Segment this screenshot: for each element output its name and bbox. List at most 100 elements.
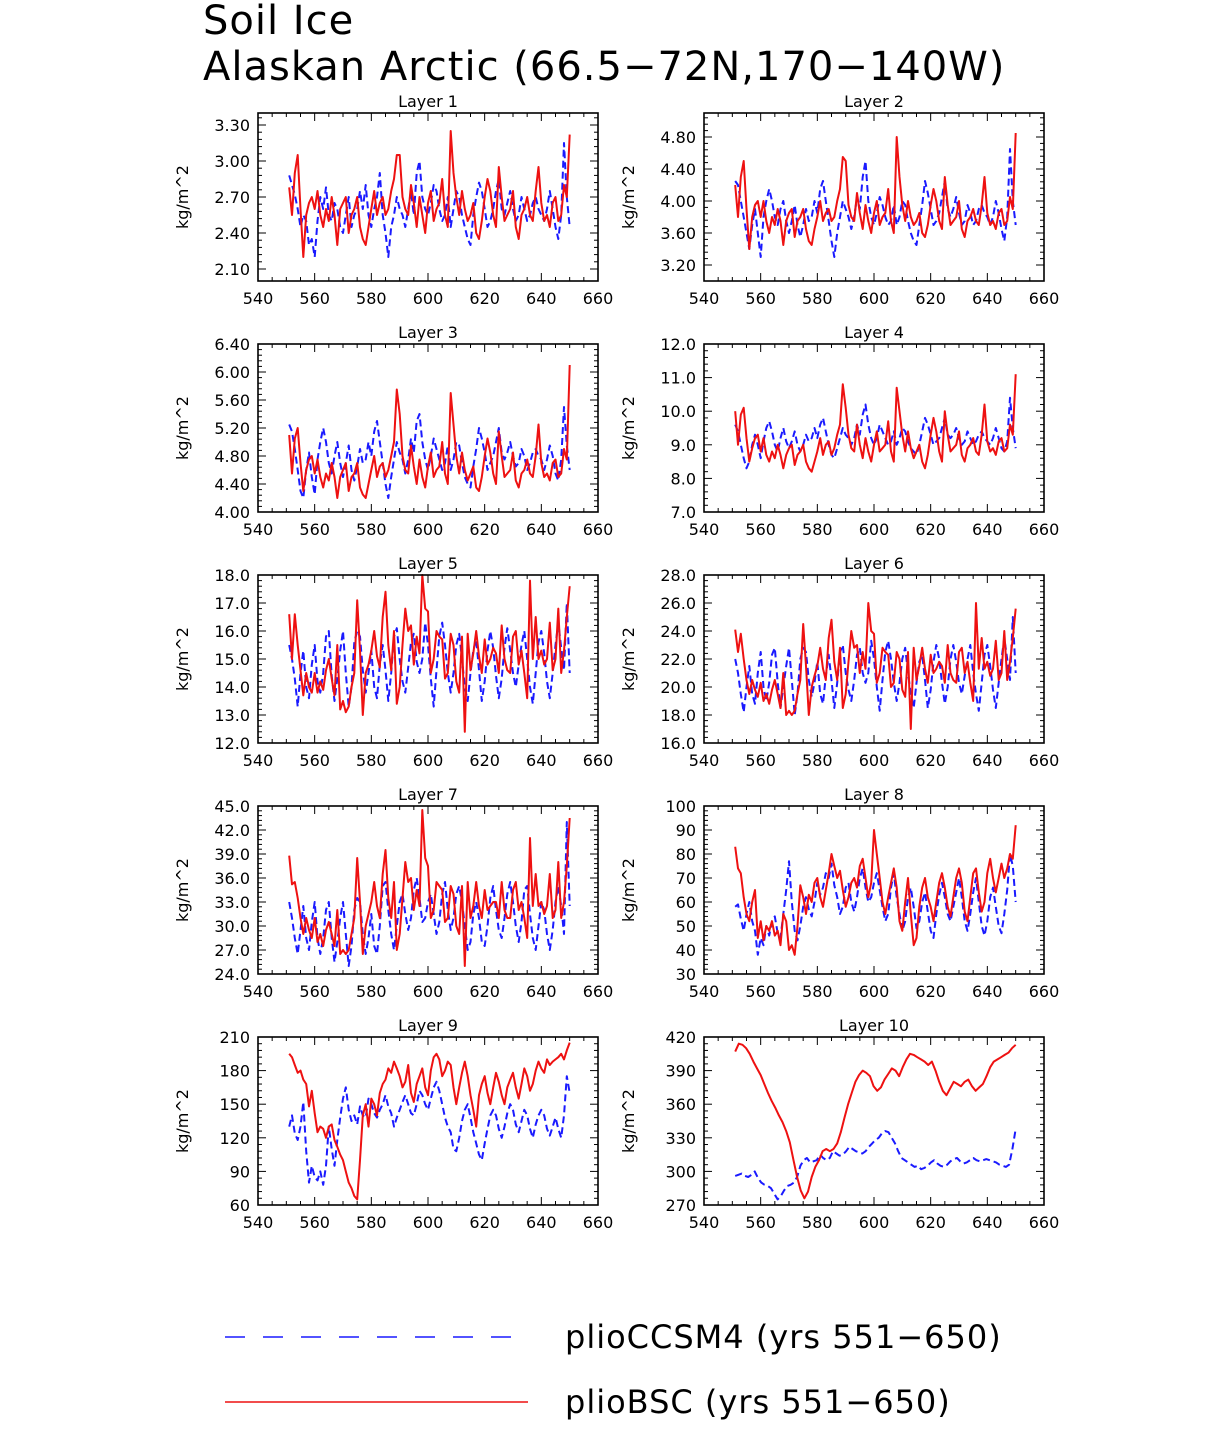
x-tick-label: 580 [356, 982, 387, 1001]
x-tick-label: 640 [972, 289, 1003, 308]
x-tick-label: 660 [583, 289, 614, 308]
y-tick-label: 28.0 [660, 566, 696, 585]
y-tick-label: 6.00 [214, 363, 250, 382]
y-axis-label: kg/m^2 [173, 1089, 192, 1153]
x-tick-label: 660 [1029, 289, 1060, 308]
x-tick-label: 620 [469, 1213, 500, 1232]
x-tick-label: 600 [859, 982, 890, 1001]
x-tick-label: 600 [413, 289, 444, 308]
y-tick-label: 120 [219, 1129, 250, 1148]
x-tick-label: 640 [526, 289, 557, 308]
panel-layer-1: 540 560 580 600 620 640 660 2.10 2.40 2.70 3.00 3.3… [173, 92, 613, 308]
x-tick-label: 660 [1029, 1213, 1060, 1232]
x-tick-label: 620 [915, 751, 946, 770]
x-tick-label: 580 [802, 751, 833, 770]
series-line-ccsm4 [734, 853, 1017, 956]
y-axis-label: kg/m^2 [619, 396, 638, 460]
x-tick-label: 540 [689, 289, 720, 308]
x-tick-label: 580 [356, 1213, 387, 1232]
y-tick-label: 360 [665, 1095, 696, 1114]
panel-layer-9: 540 560 580 600 620 640 660 60 90 120 150 180 210 Lay… [173, 1016, 613, 1232]
x-tick-label: 560 [299, 520, 330, 539]
y-tick-label: 180 [219, 1062, 250, 1081]
legend: plioCCSM4 (yrs 551−650) plioBSC (yrs 551… [225, 1318, 1002, 1421]
y-tick-label: 9.0 [671, 436, 696, 455]
series-line-ccsm4 [734, 1128, 1017, 1201]
y-tick-label: 16.0 [660, 734, 696, 753]
x-tick-label: 660 [1029, 751, 1060, 770]
y-tick-label: 3.60 [660, 224, 696, 243]
y-tick-label: 3.00 [214, 152, 250, 171]
x-tick-label: 640 [526, 520, 557, 539]
panel-title: Layer 8 [844, 785, 904, 804]
x-tick-label: 620 [915, 982, 946, 1001]
x-tick-label: 560 [299, 982, 330, 1001]
y-tick-label: 330 [665, 1129, 696, 1148]
panel-layer-4: 540 560 580 600 620 640 660 7.0 8.0 9.0 10.0 11.0 12… [619, 323, 1059, 539]
x-tick-label: 620 [915, 520, 946, 539]
y-tick-label: 18.0 [660, 706, 696, 725]
x-tick-label: 640 [972, 982, 1003, 1001]
series-line-bsc [288, 574, 571, 733]
x-tick-label: 660 [1029, 520, 1060, 539]
figure-title-line2: Alaskan Arctic (66.5−72N,170−140W) [203, 44, 1005, 90]
x-tick-label: 600 [413, 751, 444, 770]
y-tick-label: 20.0 [660, 678, 696, 697]
y-tick-label: 36.0 [214, 869, 250, 888]
y-tick-label: 60 [230, 1196, 250, 1215]
y-tick-label: 26.0 [660, 594, 696, 613]
y-tick-label: 45.0 [214, 797, 250, 816]
x-tick-label: 540 [243, 982, 274, 1001]
x-tick-label: 600 [413, 1213, 444, 1232]
y-tick-label: 30 [676, 965, 696, 984]
series-line-bsc [734, 374, 1017, 473]
y-tick-label: 100 [665, 797, 696, 816]
y-axis-label: kg/m^2 [619, 858, 638, 922]
x-tick-label: 640 [972, 520, 1003, 539]
y-tick-label: 3.30 [214, 116, 250, 135]
plot-frame [703, 343, 1045, 513]
panel-layer-10: 540 560 580 600 620 640 660 270 300 330 360 390 420 L… [619, 1016, 1059, 1232]
plot-frame [257, 343, 599, 513]
x-tick-label: 640 [972, 1213, 1003, 1232]
panel-title: Layer 6 [844, 554, 904, 573]
panel-layer-6: 540 560 580 600 620 640 660 16.0 18.0 20.0 22.0 24.… [619, 554, 1059, 770]
plot-frame [257, 112, 599, 282]
panel-title: Layer 5 [398, 554, 458, 573]
panel-layer-3: 540 560 580 600 620 640 660 4.00 4.40 4.80 5.20 5.6… [173, 323, 613, 539]
y-axis-label: kg/m^2 [173, 165, 192, 229]
panel-title: Layer 4 [844, 323, 904, 342]
x-tick-label: 580 [802, 520, 833, 539]
y-tick-label: 33.0 [214, 893, 250, 912]
panel-title: Layer 10 [839, 1016, 909, 1035]
y-tick-label: 5.60 [214, 391, 250, 410]
x-tick-label: 580 [356, 289, 387, 308]
series-line-ccsm4 [288, 1075, 571, 1186]
y-tick-label: 42.0 [214, 821, 250, 840]
x-tick-label: 560 [299, 1213, 330, 1232]
y-tick-label: 40 [676, 941, 696, 960]
series-line-bsc [288, 130, 571, 258]
y-tick-label: 4.00 [660, 192, 696, 211]
y-tick-label: 2.40 [214, 224, 250, 243]
x-tick-label: 600 [859, 289, 890, 308]
y-tick-label: 90 [676, 821, 696, 840]
panel-title: Layer 1 [398, 92, 458, 111]
y-tick-label: 2.70 [214, 188, 250, 207]
x-tick-label: 560 [745, 982, 776, 1001]
y-tick-label: 2.10 [214, 260, 250, 279]
y-tick-label: 13.0 [214, 706, 250, 725]
y-tick-label: 17.0 [214, 594, 250, 613]
y-tick-label: 50 [676, 917, 696, 936]
x-tick-label: 580 [802, 289, 833, 308]
y-tick-label: 24.0 [660, 622, 696, 641]
y-tick-label: 22.0 [660, 650, 696, 669]
x-tick-label: 640 [526, 751, 557, 770]
y-tick-label: 18.0 [214, 566, 250, 585]
x-tick-label: 600 [413, 520, 444, 539]
legend-ccsm4-label: plioCCSM4 (yrs 551−650) [565, 1318, 1002, 1356]
panel-title: Layer 3 [398, 323, 458, 342]
y-tick-label: 150 [219, 1095, 250, 1114]
panel-title: Layer 2 [844, 92, 904, 111]
